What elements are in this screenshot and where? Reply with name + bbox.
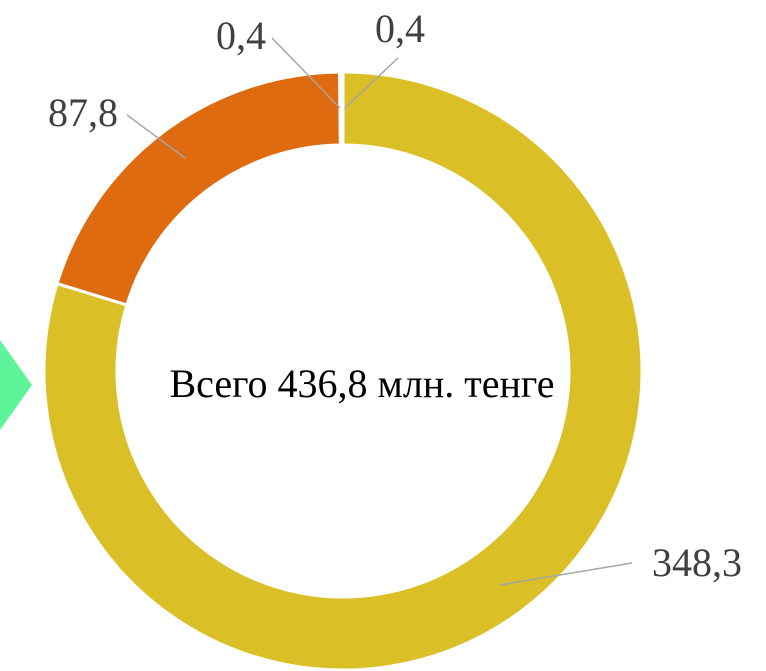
leader-line <box>126 114 186 159</box>
data-label: 87,8 <box>48 90 118 135</box>
leader-line <box>271 37 341 109</box>
data-label: 0,4 <box>375 6 425 51</box>
center-text: Всего 436,8 млн. тенге <box>169 361 554 406</box>
leader-line <box>344 57 399 109</box>
decoration <box>0 340 32 430</box>
data-label: 348,3 <box>652 540 742 585</box>
slice <box>339 70 345 147</box>
donut <box>42 70 644 671</box>
leader-line <box>499 562 633 586</box>
slice <box>42 70 644 671</box>
data-label: 0,4 <box>216 13 266 58</box>
